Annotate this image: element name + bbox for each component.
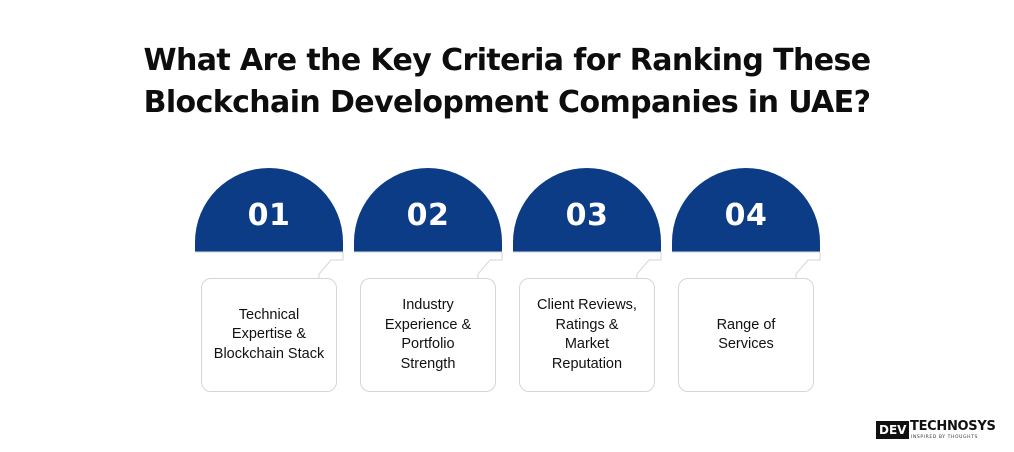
logo-badge: DEV [876,421,910,439]
criterion-step-4: 04 Range of Services [672,168,821,394]
step-number-badge: 01 [195,168,343,252]
speech-tail-connector [513,251,662,278]
criterion-card: Range of Services [678,278,814,392]
title-line-1: What Are the Key Criteria for Ranking Th… [143,43,871,78]
criterion-label: Industry Experience & Portfolio Strength [384,297,472,372]
company-logo: DEV TECHNOSYS INSPIRED BY THOUGHTS [876,419,996,442]
criterion-label: Technical Expertise & Blockchain Stack [213,306,325,362]
speech-tail-connector [354,251,503,278]
logo-wordmark: TECHNOSYS [910,419,996,434]
title-line-2: Blockchain Development Companies in UAE? [143,85,871,120]
step-number-badge: 04 [672,168,820,252]
step-number-badge: 02 [354,168,502,252]
criterion-step-2: 02 Industry Experience & Portfolio Stren… [354,168,503,394]
criterion-step-1: 01 Technical Expertise & Blockchain Stac… [195,168,344,394]
speech-tail-connector [195,251,344,278]
logo-tagline: INSPIRED BY THOUGHTS [911,435,978,440]
criterion-card: Industry Experience & Portfolio Strength [360,278,496,392]
criterion-label: Client Reviews, Ratings & Market Reputat… [537,297,637,372]
criterion-card: Client Reviews, Ratings & Market Reputat… [519,278,655,392]
page-title: What Are the Key Criteria for Ranking Th… [0,40,1014,124]
criterion-label: Range of Services [716,316,776,353]
speech-tail-connector [672,251,821,278]
criterion-step-3: 03 Client Reviews, Ratings & Market Repu… [513,168,662,394]
step-number-badge: 03 [513,168,661,252]
criterion-card: Technical Expertise & Blockchain Stack [201,278,337,392]
